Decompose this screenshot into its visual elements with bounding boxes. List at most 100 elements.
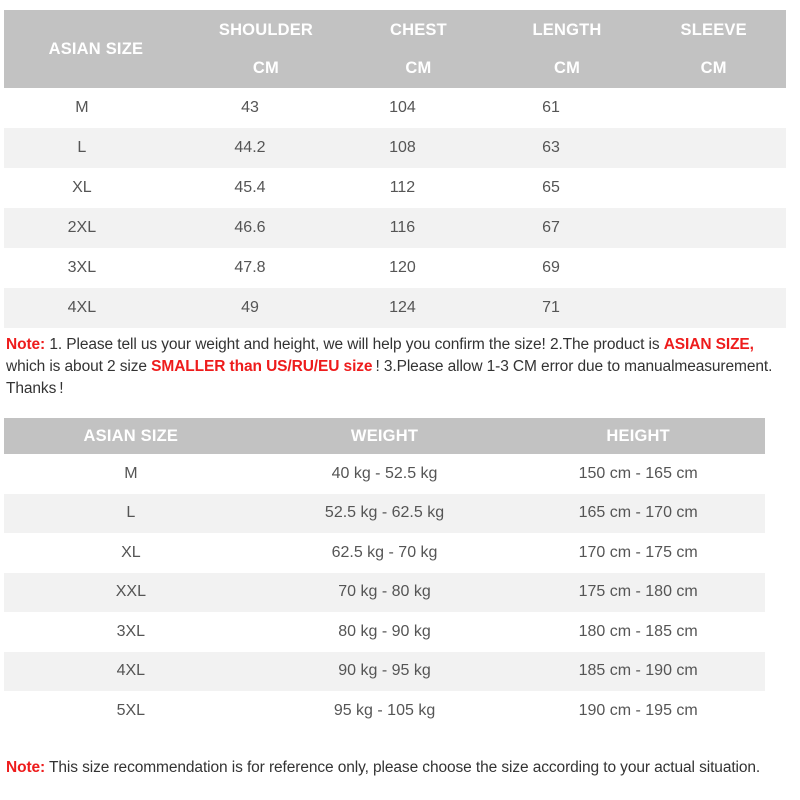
note-bottom: Note: This size recommendation is for re…: [6, 756, 776, 779]
cell-sleeve: [641, 288, 786, 328]
note-top: Note: 1. Please tell us your weight and …: [6, 334, 796, 401]
cell-shoulder: 49: [187, 288, 345, 328]
cell-chest: 116: [344, 208, 493, 248]
table-row: 4XL 49 124 71: [4, 288, 786, 328]
header-asian-size: ASIAN SIZE: [4, 10, 188, 88]
cell-height: 185 cm - 190 cm: [511, 651, 765, 691]
header-asian-size: ASIAN SIZE: [4, 418, 258, 454]
header-shoulder-unit: CM: [252, 58, 279, 77]
note-top-segment-3: ! 3.Please allow 1-3 CM error due to man…: [6, 357, 773, 398]
cell-size: XL: [4, 533, 258, 573]
recommend-table-body: M 40 kg - 52.5 kg 150 cm - 165 cm L 52.5…: [4, 454, 765, 731]
cell-length: 65: [492, 168, 642, 208]
cell-size: XL: [4, 168, 188, 208]
cell-sleeve: [641, 168, 786, 208]
cell-weight: 62.5 kg - 70 kg: [257, 533, 512, 573]
cell-weight: 90 kg - 95 kg: [257, 651, 512, 691]
cell-length: 61: [492, 88, 642, 128]
cell-size: 3XL: [4, 612, 258, 652]
cell-weight: 40 kg - 52.5 kg: [257, 454, 512, 494]
cell-sleeve: [641, 88, 786, 128]
cell-size: 4XL: [4, 288, 188, 328]
cell-size: M: [4, 88, 188, 128]
cell-height: 150 cm - 165 cm: [511, 454, 765, 494]
size-measurement-table: ASIAN SIZE SHOULDER CM CHEST CM: [4, 10, 786, 328]
note-top-label: Note:: [6, 335, 46, 353]
cell-size: M: [4, 454, 258, 494]
cell-height: 165 cm - 170 cm: [511, 493, 765, 533]
note-top-segment-2: which is about 2 size: [6, 357, 152, 375]
table-row: M 40 kg - 52.5 kg 150 cm - 165 cm: [4, 454, 765, 494]
table-header-row: ASIAN SIZE WEIGHT HEIGHT: [4, 418, 765, 454]
header-length-unit: CM: [553, 58, 581, 77]
note-top-segment-1: 1. Please tell us your weight and height…: [45, 335, 664, 353]
cell-height: 180 cm - 185 cm: [511, 612, 765, 652]
cell-chest: 108: [344, 128, 493, 168]
header-weight: WEIGHT: [257, 418, 512, 454]
header-sleeve: SLEEVE CM: [641, 10, 786, 88]
cell-chest: 104: [344, 88, 493, 128]
cell-weight: 52.5 kg - 62.5 kg: [257, 493, 512, 533]
header-sleeve-unit: CM: [700, 58, 727, 77]
cell-chest: 112: [344, 168, 493, 208]
cell-size: 4XL: [4, 651, 258, 691]
recommend-table-header: ASIAN SIZE WEIGHT HEIGHT: [4, 418, 765, 454]
cell-weight: 95 kg - 105 kg: [257, 691, 512, 731]
cell-size: 5XL: [4, 691, 258, 731]
cell-length: 71: [492, 288, 642, 328]
table-row: L 52.5 kg - 62.5 kg 165 cm - 170 cm: [4, 493, 765, 533]
header-height: HEIGHT: [511, 418, 765, 454]
header-length-label: LENGTH: [532, 21, 602, 39]
header-chest-unit: CM: [405, 58, 432, 77]
cell-weight: 70 kg - 80 kg: [257, 572, 512, 612]
table-row: XL 45.4 112 65: [4, 168, 786, 208]
table-row: 4XL 90 kg - 95 kg 185 cm - 190 cm: [4, 651, 765, 691]
cell-size: L: [4, 128, 188, 168]
cell-shoulder: 43: [187, 88, 345, 128]
table-row: 5XL 95 kg - 105 kg 190 cm - 195 cm: [4, 691, 765, 731]
cell-weight: 80 kg - 90 kg: [257, 612, 512, 652]
cell-size: 3XL: [4, 248, 188, 288]
header-length: LENGTH CM: [492, 10, 642, 88]
cell-shoulder: 45.4: [187, 168, 345, 208]
cell-shoulder: 44.2: [187, 128, 345, 168]
header-asian-size-label: ASIAN SIZE: [48, 39, 144, 58]
header-chest-label: CHEST: [389, 21, 447, 39]
header-shoulder-label: SHOULDER: [218, 21, 314, 39]
header-sleeve-label: SLEEVE: [680, 21, 747, 39]
table-row: 3XL 47.8 120 69: [4, 248, 786, 288]
cell-height: 190 cm - 195 cm: [511, 691, 765, 731]
cell-chest: 120: [344, 248, 493, 288]
cell-sleeve: [641, 208, 786, 248]
cell-size: 2XL: [4, 208, 188, 248]
note-bottom-text: This size recommendation is for referenc…: [45, 758, 761, 776]
size-recommendation-table: ASIAN SIZE WEIGHT HEIGHT M 40 kg - 52.5 …: [4, 418, 765, 731]
cell-length: 69: [492, 248, 642, 288]
cell-length: 67: [492, 208, 642, 248]
cell-shoulder: 47.8: [187, 248, 345, 288]
table-row: XL 62.5 kg - 70 kg 170 cm - 175 cm: [4, 533, 765, 573]
table-row: 2XL 46.6 116 67: [4, 208, 786, 248]
size-table-header: ASIAN SIZE SHOULDER CM CHEST CM: [4, 10, 786, 88]
table-row: XXL 70 kg - 80 kg 175 cm - 180 cm: [4, 572, 765, 612]
cell-chest: 124: [344, 288, 493, 328]
size-table-body: M 43 104 61 L 44.2 108 63 XL 45.4 112 65: [4, 88, 786, 328]
cell-sleeve: [641, 128, 786, 168]
header-chest: CHEST CM: [344, 10, 493, 88]
table-row: M 43 104 61: [4, 88, 786, 128]
cell-shoulder: 46.6: [187, 208, 345, 248]
cell-height: 170 cm - 175 cm: [511, 533, 765, 573]
cell-size: L: [4, 493, 258, 533]
table-row: 3XL 80 kg - 90 kg 180 cm - 185 cm: [4, 612, 765, 652]
cell-size: XXL: [4, 572, 258, 612]
cell-length: 63: [492, 128, 642, 168]
cell-sleeve: [641, 248, 786, 288]
header-shoulder: SHOULDER CM: [187, 10, 345, 88]
table-header-row: ASIAN SIZE SHOULDER CM CHEST CM: [4, 10, 786, 88]
note-bottom-label: Note:: [6, 758, 46, 776]
note-top-smaller-emphasis: SMALLER than US/RU/EU size: [151, 357, 373, 375]
cell-height: 175 cm - 180 cm: [511, 572, 765, 612]
table-row: L 44.2 108 63: [4, 128, 786, 168]
note-top-asian-size-emphasis: ASIAN SIZE,: [663, 335, 754, 353]
